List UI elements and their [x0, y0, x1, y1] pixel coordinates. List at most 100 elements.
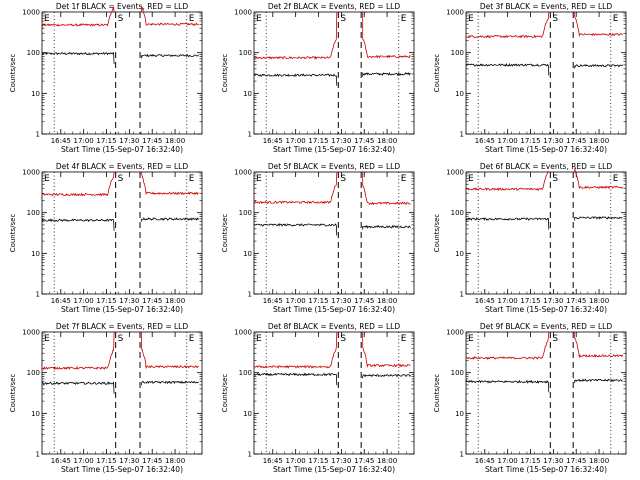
plot-frame [253, 11, 415, 135]
x-tick-label: 16:45 [51, 457, 71, 465]
y-tick-label: 100 [239, 49, 252, 57]
y-tick-label: 1000 [234, 9, 252, 17]
x-tick-label: 17:00 [74, 297, 94, 305]
y-tick-label: 1000 [446, 9, 464, 17]
series-line-pre-black [465, 379, 550, 393]
x-tick-label: 17:15 [96, 297, 116, 305]
event-marker-label: S [552, 174, 558, 184]
event-marker-label: E [44, 14, 50, 24]
event-marker-label: S [118, 334, 124, 344]
event-marker-label: S [340, 334, 346, 344]
y-tick-label: 10 [243, 90, 252, 98]
x-tick-label: 18:00 [589, 457, 609, 465]
series-line-post-black [574, 378, 623, 384]
x-tick-label: 17:15 [520, 137, 540, 145]
y-tick-label: 100 [27, 49, 40, 57]
series-line-pre-red [41, 171, 115, 197]
event-marker-label: E [613, 14, 619, 24]
x-tick-label: 16:45 [51, 297, 71, 305]
event-marker-label: E [468, 14, 474, 24]
event-marker-label: E [401, 14, 407, 24]
detector-panel-2: Det 2f BLACK = Events, RED = LLD 1 10 100 10… [221, 2, 415, 154]
detector-panel-9: Det 9f BLACK = Events, RED = LLD 1 10 100 10… [433, 322, 627, 474]
x-tick-label: 17:15 [520, 297, 540, 305]
event-marker-label: E [401, 334, 407, 344]
panel-title: Det 4f BLACK = Events, RED = LLD [56, 162, 189, 171]
y-tick-label: 1000 [22, 169, 40, 177]
panel-title: Det 9f BLACK = Events, RED = LLD [480, 322, 613, 331]
x-tick-label: 17:00 [498, 137, 518, 145]
y-tick-label: 10 [31, 250, 40, 258]
x-tick-label: 17:45 [566, 137, 586, 145]
y-tick-label: 100 [239, 369, 252, 377]
plot-frame [465, 11, 627, 135]
x-tick-label: 17:45 [354, 137, 374, 145]
panel-title: Det 5f BLACK = Events, RED = LLD [268, 162, 401, 171]
x-tick-label: 17:00 [74, 137, 94, 145]
x-axis-label: Start Time (15-Sep-07 16:32:40) [273, 465, 395, 474]
x-tick-label: 18:00 [377, 137, 397, 145]
y-tick-label: 10 [455, 250, 464, 258]
x-tick-label: 17:00 [286, 457, 306, 465]
x-tick-label: 16:45 [263, 457, 283, 465]
plot-frame [253, 171, 415, 295]
x-axis-label: Start Time (15-Sep-07 16:32:40) [485, 465, 607, 474]
y-tick-label: 10 [31, 90, 40, 98]
event-marker-label: E [189, 334, 195, 344]
series-line-post-black [574, 216, 623, 221]
series-line-post-black [362, 71, 411, 77]
y-tick-label: 1000 [234, 329, 252, 337]
x-tick-label: 17:15 [520, 457, 540, 465]
x-tick-label: 17:30 [331, 137, 351, 145]
y-tick-label: 1 [460, 451, 464, 459]
x-axis-label: Start Time (15-Sep-07 16:32:40) [273, 305, 395, 314]
y-tick-label: 1 [460, 291, 464, 299]
x-tick-label: 18:00 [165, 457, 185, 465]
y-tick-label: 10 [243, 250, 252, 258]
x-axis-label: Start Time (15-Sep-07 16:32:40) [61, 465, 183, 474]
y-tick-label: 100 [27, 369, 40, 377]
x-tick-label: 18:00 [589, 137, 609, 145]
x-tick-label: 17:00 [498, 457, 518, 465]
y-tick-label: 10 [243, 410, 252, 418]
series-line-post-red [574, 332, 624, 359]
x-tick-label: 17:45 [354, 457, 374, 465]
series-line-post-red [141, 332, 199, 370]
event-marker-label: E [256, 174, 262, 184]
y-axis-label: Counts/sec [433, 54, 441, 93]
x-tick-label: 17:15 [96, 137, 116, 145]
series-line-post-red [362, 12, 411, 59]
event-marker-label: E [256, 14, 262, 24]
y-axis-label: Counts/sec [221, 54, 229, 93]
series-line-pre-black [253, 73, 338, 86]
x-tick-label: 17:30 [331, 457, 351, 465]
series-line-pre-red [466, 331, 550, 360]
x-tick-label: 18:00 [165, 297, 185, 305]
x-tick-label: 17:00 [286, 137, 306, 145]
panel-title: Det 3f BLACK = Events, RED = LLD [480, 2, 613, 11]
x-tick-label: 17:00 [286, 297, 306, 305]
series-line-pre-red [466, 11, 550, 39]
y-axis-label: Counts/sec [221, 374, 229, 413]
panel-title: Det 6f BLACK = Events, RED = LLD [480, 162, 613, 171]
series-line-pre-black [41, 218, 115, 231]
series-line-pre-red [253, 11, 338, 60]
y-tick-label: 1 [36, 131, 40, 139]
series-line-post-red [362, 332, 411, 368]
x-tick-label: 17:45 [566, 457, 586, 465]
x-tick-label: 17:30 [119, 297, 139, 305]
series-line-post-black [141, 217, 200, 222]
y-axis-label: Counts/sec [433, 214, 441, 253]
y-tick-label: 1000 [22, 9, 40, 17]
x-tick-label: 17:30 [543, 457, 563, 465]
x-tick-label: 17:30 [543, 137, 563, 145]
x-tick-label: 17:30 [543, 297, 563, 305]
x-axis-label: Start Time (15-Sep-07 16:32:40) [61, 305, 183, 314]
series-line-pre-red [41, 331, 115, 370]
x-axis-label: Start Time (15-Sep-07 16:32:40) [485, 305, 607, 314]
detector-panel-7: Det 7f BLACK = Events, RED = LLD 1 10 100 10… [9, 322, 203, 474]
x-axis-label: Start Time (15-Sep-07 16:32:40) [485, 145, 607, 154]
detector-panel-6: Det 6f BLACK = Events, RED = LLD 1 10 100 10… [433, 162, 627, 314]
series-line-pre-red [465, 171, 550, 192]
series-line-post-black [574, 63, 624, 69]
